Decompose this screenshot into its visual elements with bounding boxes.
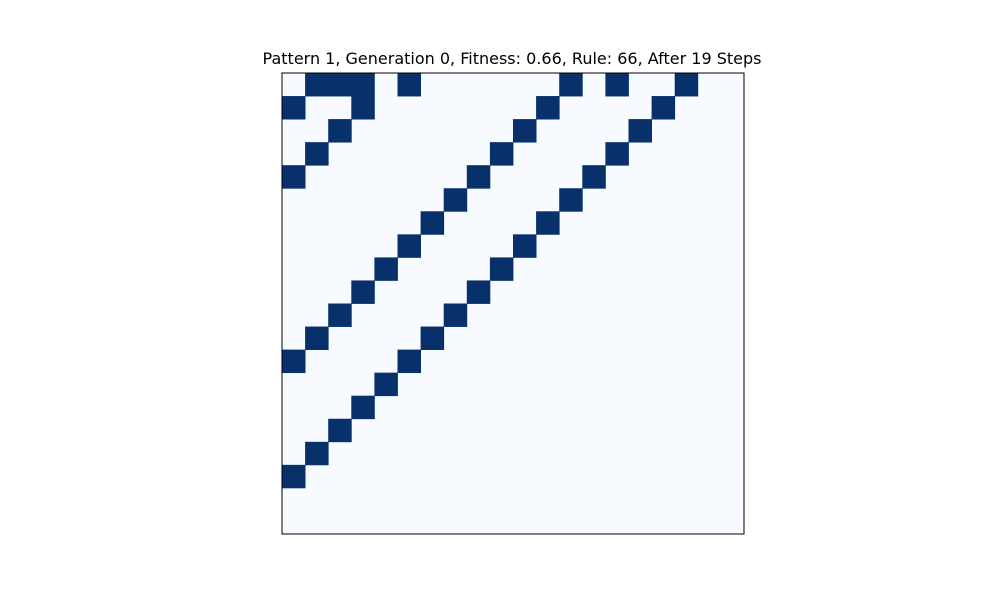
active-cell (351, 96, 375, 119)
active-cell (328, 73, 352, 96)
active-cell (374, 257, 398, 280)
active-cell (605, 73, 629, 96)
active-cell (629, 119, 653, 142)
active-cell (421, 327, 445, 350)
chart-title: Pattern 1, Generation 0, Fitness: 0.66, … (263, 49, 762, 68)
active-cell (605, 142, 629, 165)
active-cell (374, 373, 398, 396)
active-cell (467, 280, 491, 303)
active-cell (305, 442, 329, 465)
active-cell (328, 304, 352, 327)
active-cell (328, 119, 352, 142)
active-cell (282, 165, 306, 188)
active-cell (513, 119, 537, 142)
active-cell (328, 419, 352, 442)
active-cell (305, 327, 329, 350)
active-cell (351, 396, 375, 419)
active-cell (444, 188, 468, 211)
active-cell (467, 165, 491, 188)
active-cell (282, 350, 306, 373)
active-cell (582, 165, 606, 188)
active-cell (490, 257, 514, 280)
active-cell (305, 142, 329, 165)
active-cell (559, 188, 583, 211)
active-cell (513, 234, 537, 257)
plot-area (282, 73, 744, 534)
active-cell (398, 234, 422, 257)
active-cell (421, 211, 445, 234)
active-cell (490, 142, 514, 165)
active-cell (398, 350, 422, 373)
active-cell (444, 304, 468, 327)
active-cell (282, 96, 306, 119)
active-cell (536, 211, 560, 234)
active-cell (675, 73, 699, 96)
active-cell (536, 96, 560, 119)
active-cell (351, 73, 375, 96)
active-cell (559, 73, 583, 96)
active-cell (305, 73, 329, 96)
active-cell (652, 96, 676, 119)
active-cell (282, 465, 306, 488)
active-cell (351, 280, 375, 303)
active-cell (398, 73, 422, 96)
